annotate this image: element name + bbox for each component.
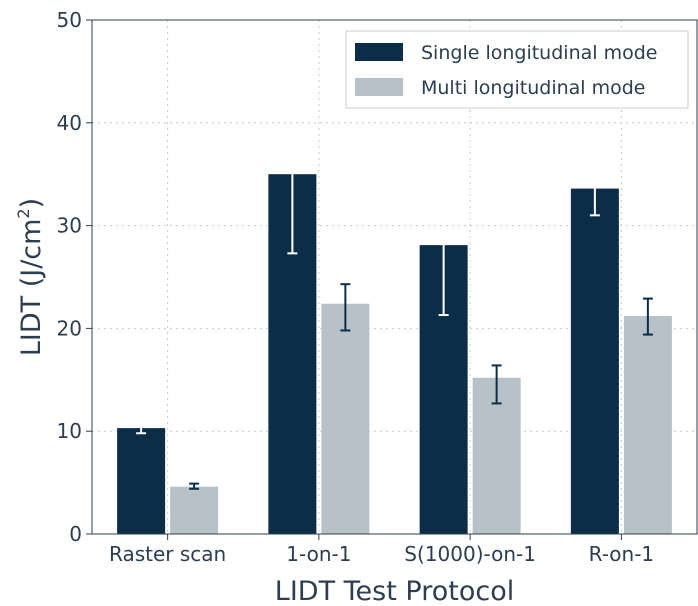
y-axis-title-close: ) (16, 198, 47, 209)
y-tick-label: 20 (57, 316, 82, 340)
plot-frame (91, 19, 698, 535)
error-bar (642, 297, 653, 336)
legend: Single longitudinal mode Multi longitudi… (345, 30, 689, 109)
error-bar (340, 283, 351, 332)
legend-label-single: Single longitudinal mode (421, 42, 657, 64)
error-bar (491, 364, 502, 405)
error-bar (438, 207, 449, 317)
x-tick-label: R-on-1 (589, 542, 655, 566)
y-axis-title-superscript: 2 (14, 208, 33, 218)
bar (117, 428, 166, 534)
y-tick-label: 10 (57, 419, 82, 443)
error-bar (189, 482, 200, 490)
error-bars (136, 137, 653, 490)
x-tick-label: 1-on-1 (286, 542, 351, 566)
x-tick-label: S(1000)-on-1 (404, 542, 536, 566)
x-axis-ticks: Raster scan 1-on-1 S(1000)-on-1 R-on-1 (109, 534, 654, 566)
legend-swatch-single (355, 43, 403, 61)
x-tick-label: Raster scan (109, 542, 226, 566)
legend-label-multi: Multi longitudinal mode (421, 77, 645, 99)
bar (623, 316, 672, 534)
y-tick-label: 0 (69, 522, 82, 546)
y-tick-label: 50 (57, 8, 82, 32)
x-axis-title: LIDT Test Protocol (275, 576, 514, 606)
error-bar (589, 159, 600, 217)
y-axis-title: LIDT (J/cm2) (14, 198, 47, 356)
y-tick-label: 30 (57, 214, 82, 238)
bar (570, 188, 619, 535)
y-axis-title-main: LIDT (J/cm (16, 219, 47, 357)
legend-swatch-multi (355, 78, 403, 96)
y-tick-label: 40 (57, 111, 82, 135)
error-bar (287, 137, 298, 255)
bar (170, 486, 219, 534)
error-bar (136, 421, 147, 435)
bar (321, 303, 370, 534)
bars (117, 174, 672, 535)
y-axis-ticks: 0 10 20 30 40 50 (57, 8, 92, 546)
